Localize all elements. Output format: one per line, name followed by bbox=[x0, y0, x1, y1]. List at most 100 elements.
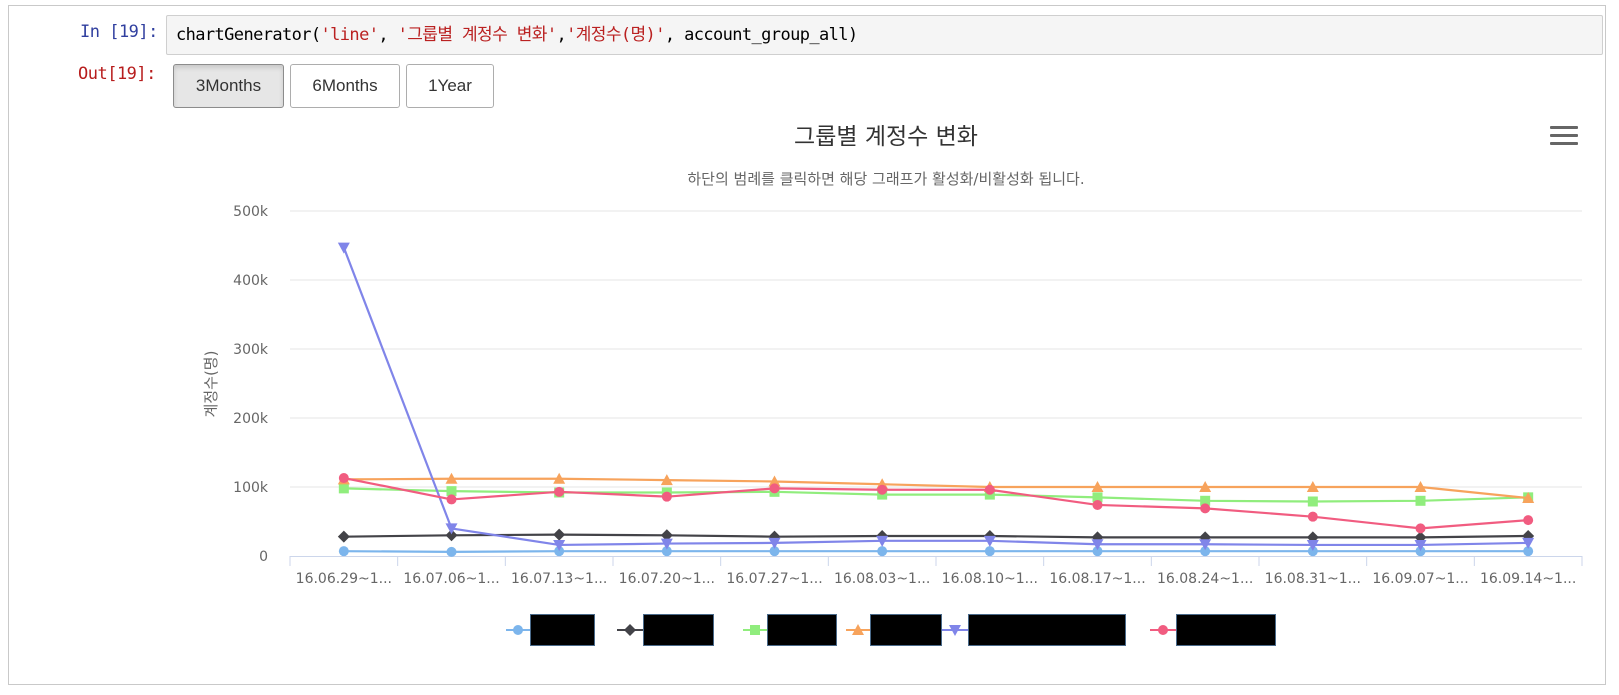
data-point bbox=[768, 537, 781, 549]
series-1 bbox=[338, 546, 1534, 557]
legend-marker-triangle-icon bbox=[846, 624, 870, 635]
legend-label-redacted bbox=[767, 614, 837, 646]
data-point bbox=[1200, 546, 1211, 557]
data-point bbox=[1307, 511, 1318, 522]
series-line bbox=[343, 550, 1529, 553]
data-point bbox=[661, 546, 672, 557]
data-point bbox=[1307, 496, 1318, 507]
data-point bbox=[1092, 492, 1103, 503]
data-point bbox=[338, 483, 349, 494]
data-point bbox=[1414, 481, 1427, 492]
data-point bbox=[876, 535, 889, 547]
y-tick-label: 400k bbox=[233, 273, 269, 289]
y-tick-label: 200k bbox=[233, 411, 269, 427]
data-point bbox=[768, 475, 781, 487]
data-point bbox=[1199, 481, 1212, 492]
data-point bbox=[1199, 539, 1212, 551]
x-tick-label: 16.06.29~1... bbox=[296, 571, 392, 587]
data-point bbox=[553, 472, 566, 484]
code-sep-1: , bbox=[378, 25, 398, 45]
x-tick-label: 16.07.06~1... bbox=[403, 571, 499, 587]
series-5 bbox=[337, 242, 1535, 551]
data-point bbox=[554, 486, 565, 497]
series-line bbox=[343, 533, 1529, 539]
data-point bbox=[1415, 495, 1426, 506]
code-input[interactable]: chartGenerator('line', '그룹별 계정수 변화','계정수… bbox=[166, 15, 1603, 55]
data-point bbox=[984, 546, 995, 557]
series-6 bbox=[338, 473, 1534, 534]
series-4 bbox=[337, 472, 1535, 504]
range-1year-button[interactable]: 1Year bbox=[406, 64, 494, 108]
data-point bbox=[1306, 539, 1319, 551]
legend-label-redacted bbox=[643, 614, 714, 646]
data-point bbox=[1091, 481, 1104, 492]
notebook-cell bbox=[8, 5, 1606, 685]
legend-label-redacted bbox=[870, 614, 942, 646]
series-line bbox=[342, 247, 1529, 547]
data-point bbox=[553, 539, 566, 551]
output-prompt: Out[19]: bbox=[78, 64, 156, 84]
code-sep-2: , bbox=[556, 25, 567, 45]
data-point bbox=[660, 538, 673, 550]
y-tick-label: 100k bbox=[233, 480, 269, 496]
range-6months-button[interactable]: 6Months bbox=[290, 64, 400, 108]
data-point bbox=[661, 491, 672, 502]
x-tick-label: 16.07.27~1... bbox=[726, 571, 822, 587]
data-point bbox=[553, 528, 566, 541]
data-point bbox=[769, 483, 780, 494]
chart-subtitle: 하단의 범례를 클릭하면 해당 그래프가 활성화/비활성화 됩니다. bbox=[687, 170, 1084, 188]
y-axis-title: 계정수(명) bbox=[202, 351, 220, 418]
data-point bbox=[1414, 539, 1427, 551]
data-point bbox=[1415, 523, 1426, 534]
x-tick-label: 16.08.24~1... bbox=[1157, 571, 1253, 587]
data-point bbox=[1200, 495, 1211, 506]
data-point bbox=[877, 546, 888, 557]
legend-label-redacted bbox=[968, 614, 1126, 646]
chart-menu-icon[interactable] bbox=[1550, 126, 1578, 150]
x-tick-label: 16.08.03~1... bbox=[834, 571, 930, 587]
data-point bbox=[338, 473, 349, 484]
data-point bbox=[1091, 539, 1104, 551]
data-point bbox=[554, 546, 565, 557]
range-3months-button[interactable]: 3Months bbox=[173, 64, 284, 108]
data-point bbox=[1200, 503, 1211, 514]
data-point bbox=[1307, 546, 1318, 557]
data-point bbox=[446, 486, 457, 497]
x-tick-label: 16.09.14~1... bbox=[1480, 571, 1576, 587]
legend-marker-diamond-icon bbox=[617, 624, 643, 636]
data-point bbox=[337, 242, 350, 254]
legend-marker-circle-icon bbox=[506, 625, 530, 635]
x-tick-label: 16.08.17~1... bbox=[1049, 571, 1145, 587]
series-line bbox=[343, 476, 1529, 530]
data-point bbox=[1092, 499, 1103, 510]
data-point bbox=[877, 484, 888, 495]
data-point bbox=[337, 530, 350, 543]
legend-marker-circle-icon bbox=[1150, 625, 1176, 635]
data-point bbox=[446, 546, 457, 557]
y-tick-label: 300k bbox=[233, 342, 269, 358]
data-point bbox=[660, 529, 673, 542]
chart-title: 그룹별 계정수 변화 bbox=[794, 124, 978, 150]
data-point bbox=[1306, 481, 1319, 492]
legend-marker-triangle-down-icon bbox=[942, 625, 968, 636]
x-tick-label: 16.08.31~1... bbox=[1265, 571, 1361, 587]
data-point bbox=[1092, 546, 1103, 557]
x-tick-label: 16.07.13~1... bbox=[511, 571, 607, 587]
data-point bbox=[769, 546, 780, 557]
code-arg-title: '그룹별 계정수 변화' bbox=[397, 25, 557, 45]
input-prompt: In [19]: bbox=[80, 22, 158, 42]
code-suffix: , account_group_all) bbox=[664, 25, 858, 45]
data-point bbox=[983, 535, 996, 547]
code-arg-type: 'line' bbox=[320, 25, 379, 45]
data-point bbox=[338, 546, 349, 557]
data-point bbox=[445, 472, 458, 484]
data-point bbox=[1415, 546, 1426, 557]
code-prefix: chartGenerator( bbox=[176, 25, 321, 45]
data-point bbox=[984, 484, 995, 495]
data-point bbox=[446, 494, 457, 505]
x-tick-label: 16.08.10~1... bbox=[942, 571, 1038, 587]
data-point bbox=[1523, 546, 1534, 557]
data-point bbox=[445, 529, 458, 542]
series-line bbox=[343, 477, 1529, 500]
